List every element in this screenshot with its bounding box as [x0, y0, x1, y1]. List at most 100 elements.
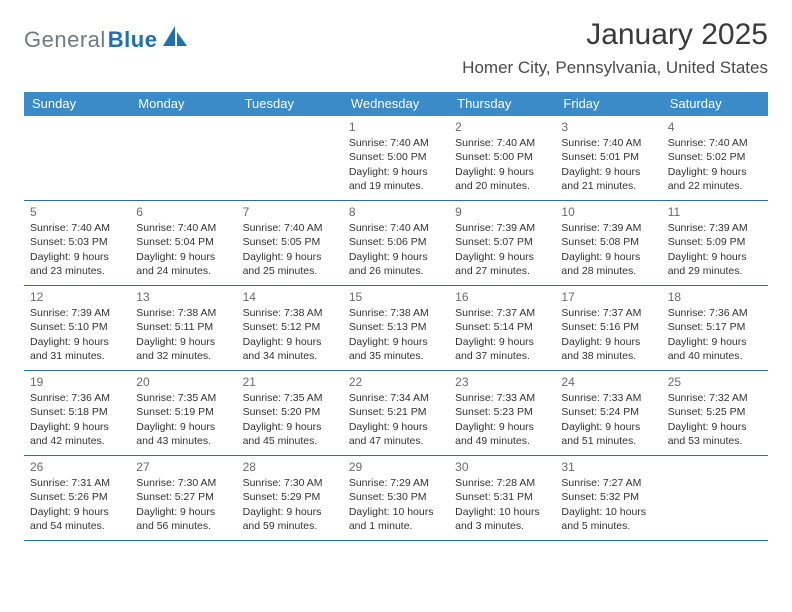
sunset-text: Sunset: 5:06 PM — [349, 235, 443, 249]
daylight-text: Daylight: 10 hours and 1 minute. — [349, 505, 443, 533]
daylight-text: Daylight: 9 hours and 51 minutes. — [561, 420, 655, 448]
daylight-text: Daylight: 9 hours and 40 minutes. — [668, 335, 762, 363]
day-number: 17 — [561, 289, 655, 305]
sunrise-text: Sunrise: 7:33 AM — [561, 391, 655, 405]
calendar-cell: 6Sunrise: 7:40 AMSunset: 5:04 PMDaylight… — [130, 201, 236, 285]
daylight-text: Daylight: 9 hours and 34 minutes. — [243, 335, 337, 363]
sunrise-text: Sunrise: 7:28 AM — [455, 476, 549, 490]
day-number: 13 — [136, 289, 230, 305]
calendar-cell: 12Sunrise: 7:39 AMSunset: 5:10 PMDayligh… — [24, 286, 130, 370]
day-number: 20 — [136, 374, 230, 390]
sunrise-text: Sunrise: 7:40 AM — [349, 221, 443, 235]
day-number: 15 — [349, 289, 443, 305]
weekday-header: Sunday — [24, 92, 130, 116]
daylight-text: Daylight: 9 hours and 35 minutes. — [349, 335, 443, 363]
calendar-cell: 28Sunrise: 7:30 AMSunset: 5:29 PMDayligh… — [237, 456, 343, 540]
sunrise-text: Sunrise: 7:40 AM — [136, 221, 230, 235]
day-number: 29 — [349, 459, 443, 475]
daylight-text: Daylight: 9 hours and 45 minutes. — [243, 420, 337, 448]
daylight-text: Daylight: 9 hours and 26 minutes. — [349, 250, 443, 278]
calendar-cell: 2Sunrise: 7:40 AMSunset: 5:00 PMDaylight… — [449, 116, 555, 200]
daylight-text: Daylight: 9 hours and 43 minutes. — [136, 420, 230, 448]
day-number: 19 — [30, 374, 124, 390]
logo-text-general: General — [24, 27, 106, 53]
sunrise-text: Sunrise: 7:35 AM — [136, 391, 230, 405]
day-number: 2 — [455, 119, 549, 135]
sunset-text: Sunset: 5:26 PM — [30, 490, 124, 504]
sunset-text: Sunset: 5:20 PM — [243, 405, 337, 419]
day-number: 24 — [561, 374, 655, 390]
calendar-cell-empty — [662, 456, 768, 540]
sunset-text: Sunset: 5:14 PM — [455, 320, 549, 334]
sunrise-text: Sunrise: 7:38 AM — [243, 306, 337, 320]
sunrise-text: Sunrise: 7:37 AM — [561, 306, 655, 320]
day-number: 8 — [349, 204, 443, 220]
day-number: 5 — [30, 204, 124, 220]
sunrise-text: Sunrise: 7:29 AM — [349, 476, 443, 490]
sunrise-text: Sunrise: 7:27 AM — [561, 476, 655, 490]
sunrise-text: Sunrise: 7:38 AM — [136, 306, 230, 320]
day-number: 12 — [30, 289, 124, 305]
daylight-text: Daylight: 9 hours and 56 minutes. — [136, 505, 230, 533]
daylight-text: Daylight: 9 hours and 59 minutes. — [243, 505, 337, 533]
sunrise-text: Sunrise: 7:39 AM — [455, 221, 549, 235]
calendar-cell: 22Sunrise: 7:34 AMSunset: 5:21 PMDayligh… — [343, 371, 449, 455]
day-number: 10 — [561, 204, 655, 220]
day-number: 30 — [455, 459, 549, 475]
day-number: 4 — [668, 119, 762, 135]
day-number: 28 — [243, 459, 337, 475]
sunrise-text: Sunrise: 7:39 AM — [561, 221, 655, 235]
sunset-text: Sunset: 5:30 PM — [349, 490, 443, 504]
logo-text-blue: Blue — [108, 27, 158, 53]
weekday-header: Tuesday — [237, 92, 343, 116]
sunrise-text: Sunrise: 7:40 AM — [561, 136, 655, 150]
sunrise-text: Sunrise: 7:30 AM — [136, 476, 230, 490]
page-header: General Blue January 2025 Homer City, Pe… — [24, 18, 768, 78]
sunset-text: Sunset: 5:23 PM — [455, 405, 549, 419]
sunset-text: Sunset: 5:18 PM — [30, 405, 124, 419]
sunset-text: Sunset: 5:24 PM — [561, 405, 655, 419]
sunrise-text: Sunrise: 7:35 AM — [243, 391, 337, 405]
sunset-text: Sunset: 5:31 PM — [455, 490, 549, 504]
sunset-text: Sunset: 5:01 PM — [561, 150, 655, 164]
sunrise-text: Sunrise: 7:40 AM — [243, 221, 337, 235]
calendar-cell: 18Sunrise: 7:36 AMSunset: 5:17 PMDayligh… — [662, 286, 768, 370]
weekday-header: Monday — [130, 92, 236, 116]
sunset-text: Sunset: 5:03 PM — [30, 235, 124, 249]
sunrise-text: Sunrise: 7:40 AM — [30, 221, 124, 235]
sunrise-text: Sunrise: 7:34 AM — [349, 391, 443, 405]
daylight-text: Daylight: 10 hours and 5 minutes. — [561, 505, 655, 533]
day-number: 6 — [136, 204, 230, 220]
sunset-text: Sunset: 5:02 PM — [668, 150, 762, 164]
daylight-text: Daylight: 9 hours and 49 minutes. — [455, 420, 549, 448]
daylight-text: Daylight: 10 hours and 3 minutes. — [455, 505, 549, 533]
sunset-text: Sunset: 5:08 PM — [561, 235, 655, 249]
logo: General Blue — [24, 18, 189, 53]
daylight-text: Daylight: 9 hours and 29 minutes. — [668, 250, 762, 278]
calendar-cell-empty — [237, 116, 343, 200]
calendar-cell-empty — [24, 116, 130, 200]
calendar-cell: 27Sunrise: 7:30 AMSunset: 5:27 PMDayligh… — [130, 456, 236, 540]
daylight-text: Daylight: 9 hours and 54 minutes. — [30, 505, 124, 533]
day-number: 3 — [561, 119, 655, 135]
daylight-text: Daylight: 9 hours and 47 minutes. — [349, 420, 443, 448]
title-block: January 2025 Homer City, Pennsylvania, U… — [462, 18, 768, 78]
daylight-text: Daylight: 9 hours and 25 minutes. — [243, 250, 337, 278]
sunrise-text: Sunrise: 7:36 AM — [30, 391, 124, 405]
calendar-cell: 25Sunrise: 7:32 AMSunset: 5:25 PMDayligh… — [662, 371, 768, 455]
calendar-cell: 17Sunrise: 7:37 AMSunset: 5:16 PMDayligh… — [555, 286, 661, 370]
sunrise-text: Sunrise: 7:40 AM — [349, 136, 443, 150]
daylight-text: Daylight: 9 hours and 22 minutes. — [668, 165, 762, 193]
sunset-text: Sunset: 5:27 PM — [136, 490, 230, 504]
daylight-text: Daylight: 9 hours and 24 minutes. — [136, 250, 230, 278]
calendar-week-row: 19Sunrise: 7:36 AMSunset: 5:18 PM Dayligh… — [24, 371, 768, 456]
weekday-header: Saturday — [662, 92, 768, 116]
day-number: 25 — [668, 374, 762, 390]
day-number: 22 — [349, 374, 443, 390]
sunset-text: Sunset: 5:10 PM — [30, 320, 124, 334]
calendar-cell: 30Sunrise: 7:28 AMSunset: 5:31 PMDayligh… — [449, 456, 555, 540]
calendar-week-row: 5Sunrise: 7:40 AMSunset: 5:03 PMDaylight… — [24, 201, 768, 286]
daylight-text: Daylight: 9 hours and 37 minutes. — [455, 335, 549, 363]
sunset-text: Sunset: 5:00 PM — [349, 150, 443, 164]
daylight-text: Daylight: 9 hours and 38 minutes. — [561, 335, 655, 363]
